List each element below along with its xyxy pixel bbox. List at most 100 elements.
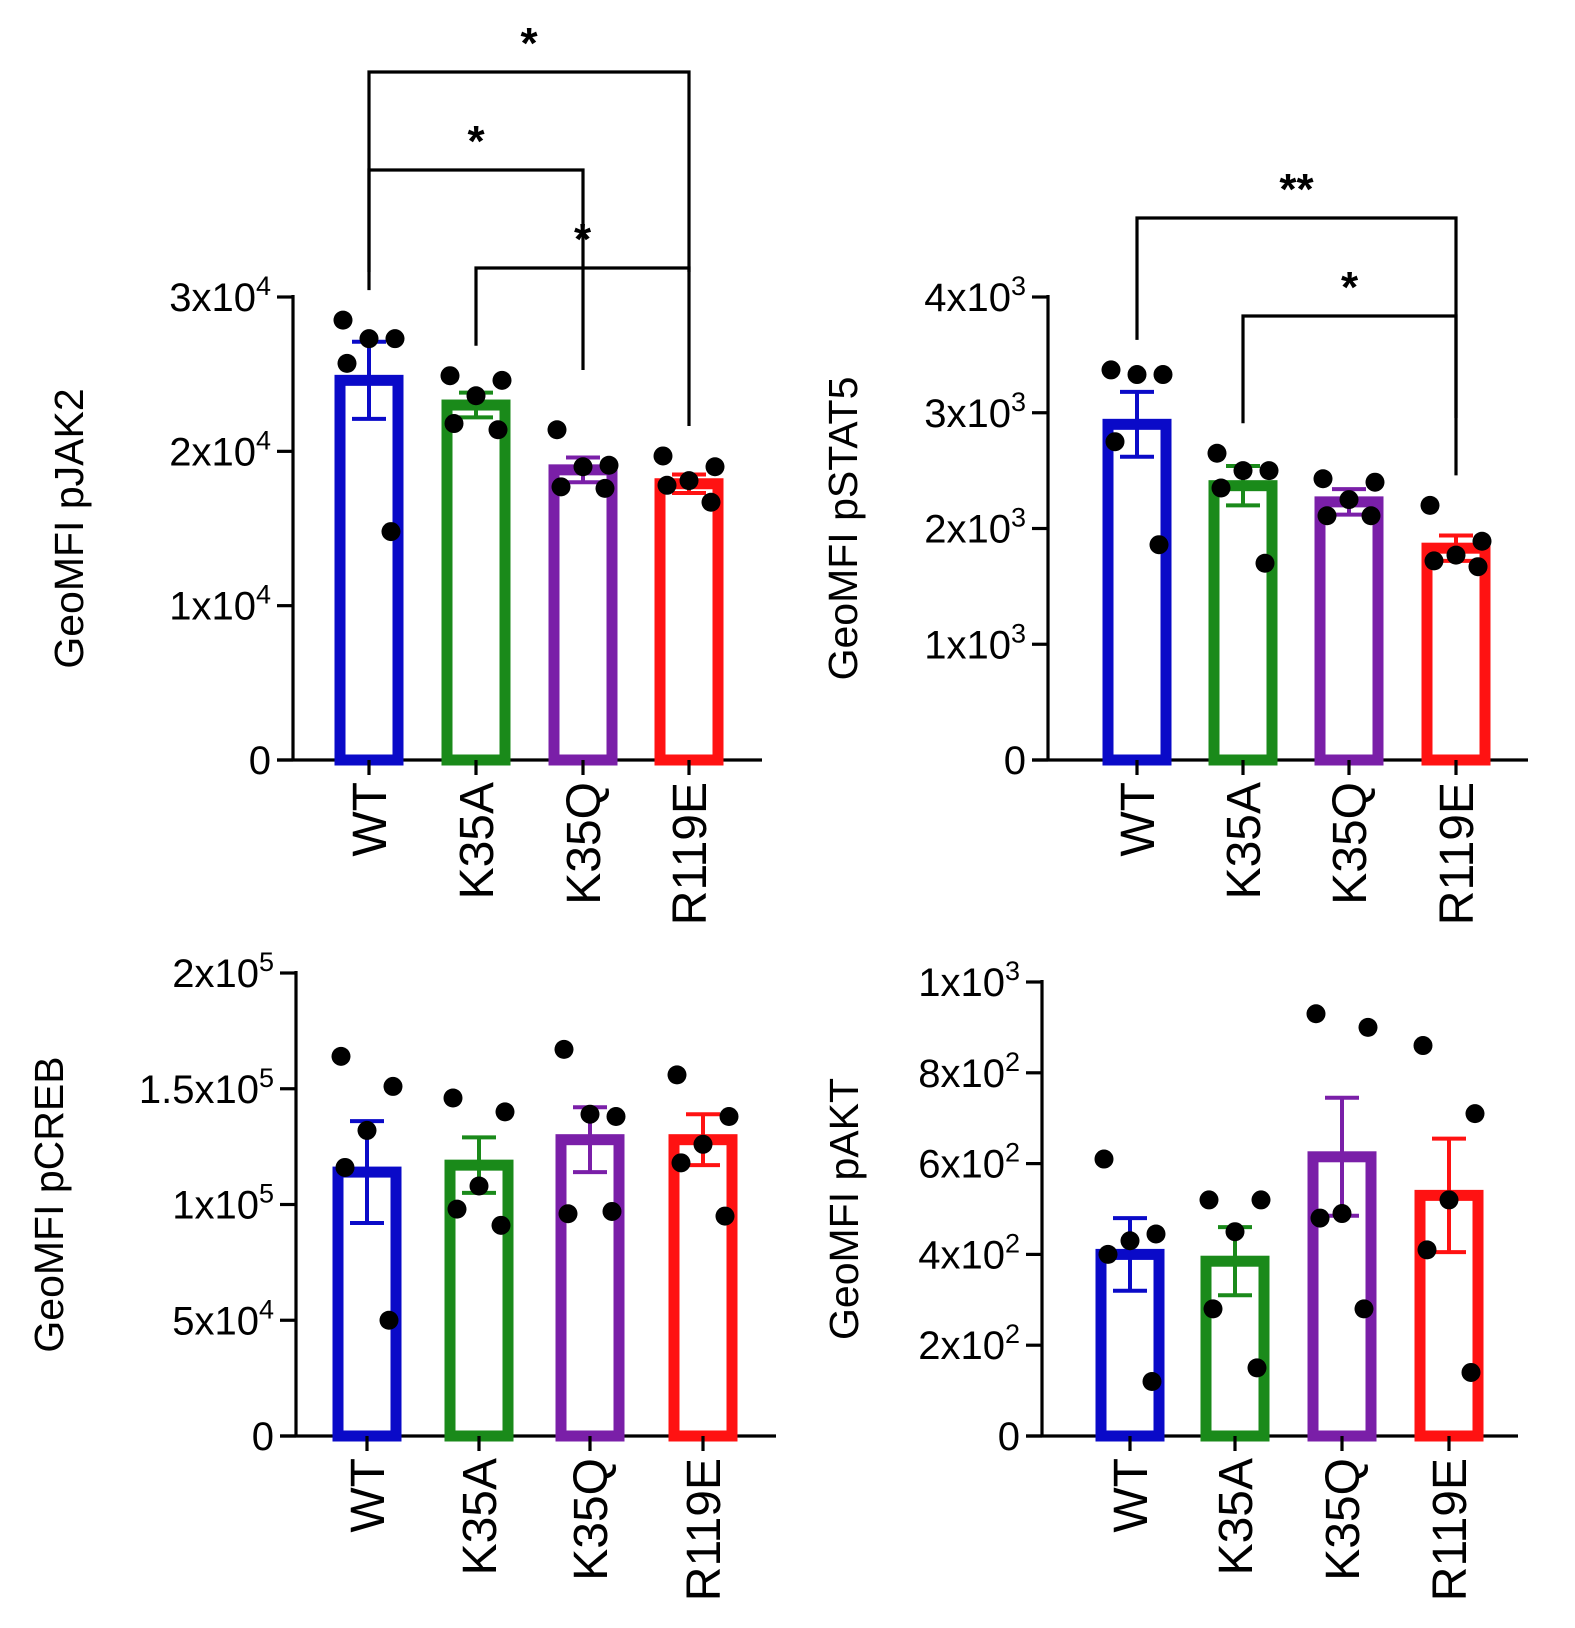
y-tick-label: 0	[998, 1415, 1020, 1459]
data-point	[551, 477, 571, 497]
x-tick-label-r119e: R119E	[1424, 1458, 1477, 1601]
data-point	[606, 1107, 626, 1127]
bar-r119e	[1421, 542, 1491, 766]
significance-bracket	[1135, 216, 1458, 418]
data-point	[1465, 1104, 1485, 1124]
x-tick-label-k35q: K35Q	[565, 1458, 618, 1581]
data-point	[359, 329, 379, 349]
y-tick-label: 8x102	[918, 1047, 1020, 1096]
data-point	[1413, 1036, 1433, 1056]
y-tick-label: 2x102	[918, 1319, 1020, 1368]
data-point	[547, 420, 567, 440]
data-point	[1424, 551, 1444, 571]
data-point	[1332, 1204, 1352, 1224]
data-point	[1439, 1190, 1459, 1210]
significance-label: **	[1279, 165, 1314, 214]
bar-k35a	[1208, 480, 1278, 766]
data-point	[440, 366, 460, 386]
significance-bracket	[1241, 314, 1458, 476]
data-point	[495, 1102, 515, 1122]
data-point	[1468, 557, 1488, 577]
data-point	[1153, 365, 1173, 385]
data-point	[1461, 1362, 1481, 1382]
bar-k35q	[1314, 496, 1384, 766]
data-point	[595, 478, 615, 498]
x-tick-label-k35a: K35A	[1210, 1458, 1263, 1575]
data-point	[447, 1199, 467, 1219]
data-point	[488, 420, 508, 440]
data-point	[443, 1088, 463, 1108]
y-tick-label: 0	[1004, 739, 1026, 783]
data-point	[1317, 506, 1337, 526]
data-point	[1255, 553, 1275, 573]
bar-wt	[1102, 418, 1172, 766]
x-tick-label-k35q: K35Q	[1317, 1458, 1370, 1581]
data-point	[719, 1107, 739, 1127]
data-point	[1339, 490, 1359, 510]
data-point	[357, 1120, 377, 1140]
y-tick-label: 2x104	[169, 425, 271, 474]
x-tick-label-r119e: R119E	[678, 1458, 731, 1601]
data-point	[1120, 1231, 1140, 1251]
data-point	[1446, 545, 1466, 565]
data-point	[1358, 1017, 1378, 1037]
data-point	[1472, 531, 1492, 551]
chart-panel-1: 0 1x104 2x104 3x104 GeoMFI pJAK2 WT K35A K35Q R1…	[46, 19, 762, 925]
y-tick-label: 4x102	[918, 1228, 1020, 1277]
y-tick-label: 2x103	[924, 503, 1026, 552]
data-point	[1105, 432, 1125, 452]
data-point	[1207, 443, 1227, 463]
data-point	[1306, 1004, 1326, 1024]
y-tick-label: 0	[249, 739, 271, 783]
y-tick-label: 6x102	[918, 1138, 1020, 1187]
x-tick-label-wt: WT	[1105, 1458, 1158, 1533]
data-point	[693, 1134, 713, 1154]
y-tick-label: 1x103	[924, 618, 1026, 667]
data-point	[1098, 1244, 1118, 1264]
significance-label: *	[520, 19, 538, 68]
data-point	[1233, 461, 1253, 481]
data-point	[1211, 478, 1231, 498]
data-point	[715, 1206, 735, 1226]
significance-label: *	[467, 117, 485, 166]
data-point	[383, 1076, 403, 1096]
data-point	[469, 1176, 489, 1196]
y-tick-label: 1x104	[169, 580, 271, 629]
data-point	[333, 310, 353, 330]
x-tick-label-r119e: R119E	[664, 782, 717, 925]
data-point	[1259, 461, 1279, 481]
bar-r119e	[668, 1134, 738, 1442]
data-point	[1247, 1358, 1267, 1378]
significance-bracket	[367, 168, 585, 370]
significance-label: *	[1341, 263, 1359, 312]
y-tick-label: 1.5x105	[139, 1063, 274, 1112]
data-point	[1142, 1372, 1162, 1392]
bar-wt	[334, 374, 404, 766]
data-point	[337, 353, 357, 373]
data-point	[491, 1215, 511, 1235]
significance-bracket	[367, 70, 691, 272]
data-point	[331, 1046, 351, 1066]
data-point	[1225, 1222, 1245, 1242]
data-point	[657, 475, 677, 495]
data-point	[1420, 495, 1440, 515]
data-point	[679, 471, 699, 491]
chart-panel-3: 0 5x104 1x105 1.5x105 2x105 GeoMFI pCREB WT K35…	[26, 947, 776, 1601]
data-point	[701, 492, 721, 512]
data-point	[1313, 469, 1333, 489]
data-point	[705, 457, 725, 477]
data-point	[1354, 1299, 1374, 1319]
chart-panel-2: 0 1x103 2x103 3x103 4x103 GeoMFI pSTAT5 WT K35A…	[820, 165, 1528, 925]
data-point	[335, 1157, 355, 1177]
data-point	[1146, 1224, 1166, 1244]
y-tick-label: 0	[252, 1415, 274, 1459]
y-axis-label: GeoMFI pCREB	[26, 1056, 72, 1352]
y-tick-label: 2x105	[172, 947, 274, 996]
data-point	[1199, 1190, 1219, 1210]
bar-r119e	[654, 478, 724, 766]
data-point	[379, 1310, 399, 1330]
data-point	[653, 446, 673, 466]
y-axis-label: GeoMFI pJAK2	[46, 388, 92, 668]
data-point	[1365, 472, 1385, 492]
